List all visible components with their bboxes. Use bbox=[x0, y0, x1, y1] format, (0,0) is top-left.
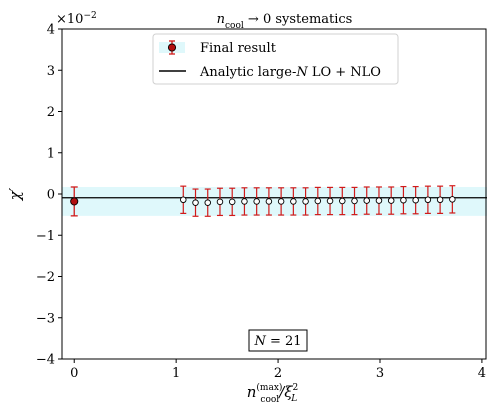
data-point-18 bbox=[400, 185, 407, 215]
x-label-rest-superscript: 2 bbox=[293, 383, 299, 393]
x-axis-label: n(max) cool/ξ2 L bbox=[247, 382, 299, 405]
data-point-19 bbox=[412, 185, 419, 215]
marker bbox=[180, 196, 187, 204]
data-point-7 bbox=[265, 187, 273, 216]
y-tick-label: 4 bbox=[47, 23, 55, 38]
title-subscript: cool bbox=[225, 21, 244, 31]
x-label-rest: /ξ bbox=[277, 383, 293, 401]
y-tick-label: −3 bbox=[36, 311, 55, 326]
y-tick-label: 3 bbox=[47, 64, 55, 79]
data-point-11 bbox=[314, 186, 322, 216]
y-scale-exponent: −2 bbox=[83, 11, 96, 21]
annotation: N = 21 bbox=[248, 329, 308, 352]
data-point-1 bbox=[192, 188, 199, 217]
marker bbox=[326, 197, 334, 205]
y-tick-label: −1 bbox=[36, 229, 55, 244]
title-symbol: n bbox=[217, 12, 225, 27]
x-tick-label: 0 bbox=[70, 366, 78, 381]
legend-analytic-part-b: LO + NLO bbox=[308, 65, 381, 80]
annotation-rest: = 21 bbox=[266, 334, 302, 349]
marker bbox=[412, 196, 419, 204]
data-point-5 bbox=[241, 187, 248, 216]
data-point-3 bbox=[216, 187, 224, 217]
y-scale-note: ×10−2 bbox=[56, 11, 97, 27]
marker bbox=[387, 197, 395, 204]
x-tick-label: 2 bbox=[274, 366, 282, 381]
y-tick-label: 0 bbox=[47, 188, 55, 203]
y-scale-base: ×10 bbox=[56, 12, 83, 27]
data-point-16 bbox=[375, 186, 383, 215]
data-point-0 bbox=[180, 185, 187, 214]
marker bbox=[302, 198, 309, 205]
legend: Final result Analytic large-N LO + NLO bbox=[152, 33, 399, 85]
x-tick-label: 3 bbox=[376, 366, 384, 381]
x-tick-label: 1 bbox=[172, 366, 180, 381]
legend-marker bbox=[167, 43, 177, 52]
data-point-21 bbox=[436, 185, 444, 214]
data-point-17 bbox=[387, 186, 395, 215]
y-tick-label: −4 bbox=[36, 353, 55, 368]
marker bbox=[375, 197, 383, 204]
y-tick-label: −2 bbox=[36, 270, 55, 285]
marker bbox=[253, 198, 260, 205]
marker bbox=[449, 196, 456, 203]
data-point-13 bbox=[339, 186, 346, 216]
legend-entry-final-result: Final result bbox=[159, 40, 277, 56]
y-axis-label: χ′ bbox=[6, 187, 24, 201]
legend-analytic-part-a: Analytic large- bbox=[199, 65, 296, 80]
legend-label-analytic: Analytic large-N LO + NLO bbox=[199, 65, 381, 80]
marker bbox=[363, 197, 370, 204]
x-label-subscript: cool bbox=[260, 395, 279, 405]
marker bbox=[192, 199, 199, 206]
x-label-superscript: (max) bbox=[256, 382, 282, 393]
data-point-15 bbox=[363, 186, 370, 215]
marker bbox=[277, 198, 285, 205]
data-point-2 bbox=[204, 188, 211, 217]
marker bbox=[290, 198, 297, 205]
data-point-8 bbox=[277, 187, 285, 216]
title-rest: → 0 systematics bbox=[244, 12, 353, 27]
y-tick-label: 2 bbox=[47, 105, 55, 120]
x-label-symbol: n bbox=[247, 383, 257, 401]
data-point-4 bbox=[228, 187, 236, 217]
annotation-symbol: N bbox=[253, 334, 266, 349]
marker bbox=[314, 197, 322, 205]
marker bbox=[339, 197, 346, 205]
annotation-text: N = 21 bbox=[253, 334, 301, 349]
annotation-box bbox=[248, 329, 308, 352]
final-result-marker bbox=[70, 197, 79, 206]
chart-title: ncool → 0 systematics bbox=[217, 12, 353, 31]
marker bbox=[400, 196, 407, 204]
y-tick-label: 1 bbox=[47, 146, 55, 161]
x-tick-label: 4 bbox=[478, 366, 486, 381]
marker bbox=[241, 198, 248, 205]
data-point-12 bbox=[326, 186, 334, 216]
data-point-22 bbox=[449, 185, 456, 214]
data-point-9 bbox=[290, 187, 297, 216]
marker bbox=[436, 196, 444, 204]
legend-box bbox=[152, 33, 399, 85]
data-point-20 bbox=[424, 185, 432, 214]
legend-entry-analytic: Analytic large-N LO + NLO bbox=[159, 65, 381, 80]
marker bbox=[204, 199, 211, 206]
data-point-14 bbox=[351, 186, 358, 216]
legend-analytic-symbol: N bbox=[295, 65, 308, 80]
legend-label-final-result: Final result bbox=[200, 41, 277, 56]
x-label-rest-subscript: L bbox=[290, 394, 297, 404]
marker bbox=[216, 198, 224, 206]
systematics-band bbox=[62, 186, 487, 216]
data-point-10 bbox=[302, 187, 309, 216]
data-point-6 bbox=[253, 187, 260, 216]
marker bbox=[228, 198, 236, 206]
marker bbox=[351, 197, 358, 205]
marker bbox=[265, 198, 273, 205]
marker bbox=[424, 196, 432, 204]
